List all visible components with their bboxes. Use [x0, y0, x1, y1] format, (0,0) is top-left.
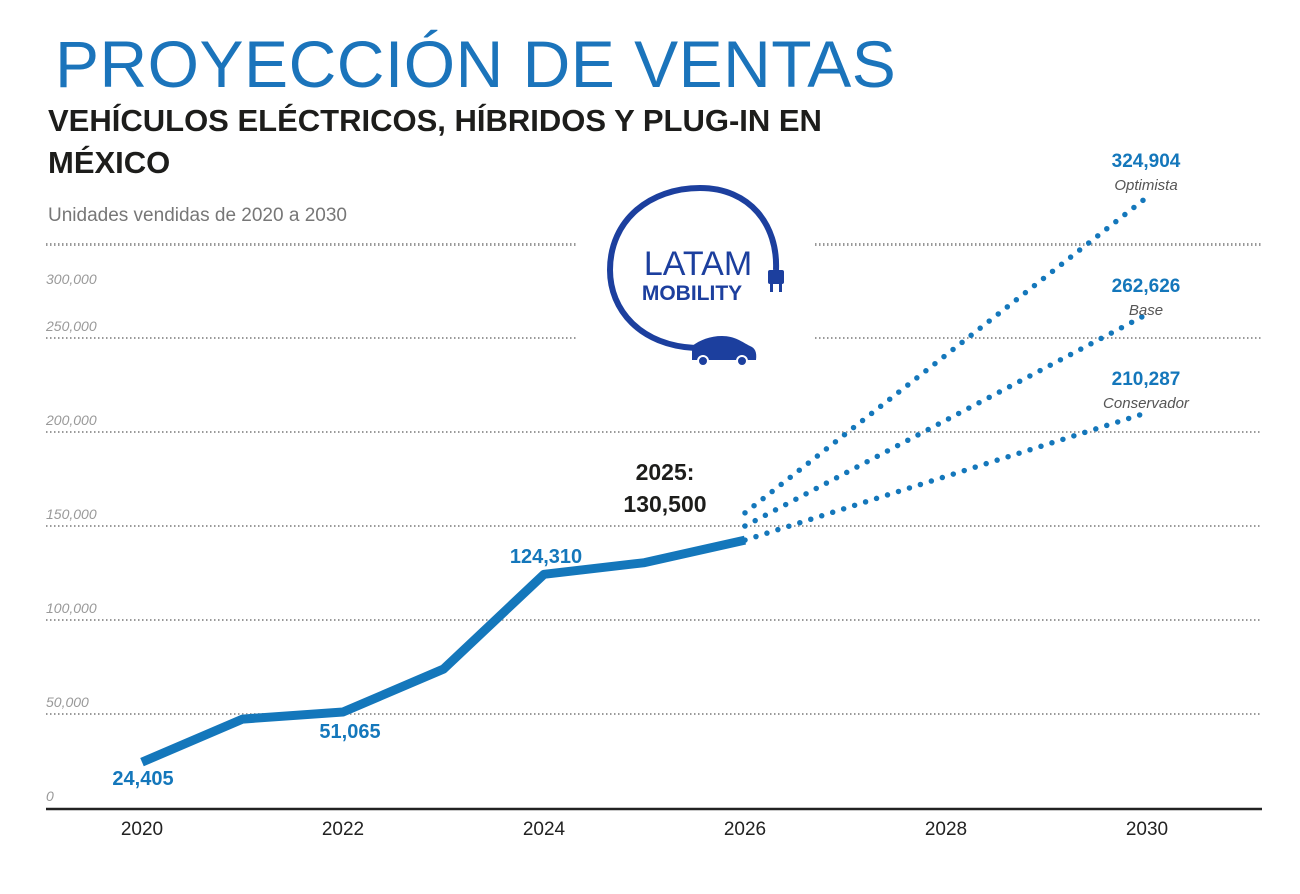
projection-name-label: Conservador — [1103, 395, 1190, 412]
x-tick-label: 2028 — [925, 819, 967, 840]
projection-line-base — [742, 311, 1150, 529]
logo-line1: LATAM — [644, 245, 752, 283]
annotation-2025-year: 2025: — [636, 459, 695, 485]
x-tick-label: 2020 — [121, 819, 163, 840]
units-note: Unidades vendidas de 2020 a 2030 — [48, 205, 347, 226]
projection-value-label: 210,287 — [1112, 369, 1181, 390]
data-label: 51,065 — [319, 721, 380, 743]
logo-line2: MOBILITY — [642, 282, 742, 305]
y-tick-label: 150,000 — [46, 506, 97, 522]
y-tick-label: 200,000 — [45, 412, 97, 428]
y-tick-label: 300,000 — [46, 271, 97, 287]
latam-mobility-logo: LATAM MOBILITY — [606, 184, 784, 367]
projection-name-label: Optimista — [1114, 177, 1177, 194]
historic-sales-line — [140, 535, 746, 767]
data-label: 124,310 — [510, 546, 582, 568]
x-tick-label: 2030 — [1126, 819, 1168, 840]
y-tick-label: 250,000 — [45, 318, 97, 334]
projection-line-optimista — [742, 194, 1150, 516]
x-tick-label: 2022 — [322, 819, 364, 840]
logo-cable — [606, 184, 780, 351]
data-label: 24,405 — [112, 768, 173, 790]
y-tick-label: 50,000 — [46, 694, 89, 710]
plug-icon — [768, 270, 784, 284]
projection-value-label: 262,626 — [1112, 276, 1181, 297]
y-tick-label: 100,000 — [46, 600, 97, 616]
chart-subtitle: VEHÍCULOS ELÉCTRICOS, HÍBRIDOS Y PLUG-IN… — [48, 103, 822, 180]
projection-value-label: 324,904 — [1112, 151, 1181, 172]
x-tick-label: 2024 — [523, 819, 566, 840]
projection-name-label: Base — [1129, 302, 1163, 319]
car-icon — [692, 336, 757, 360]
annotation-2025-value: 130,500 — [623, 491, 706, 517]
x-tick-label: 2026 — [724, 819, 766, 840]
page-title: PROYECCIÓN DE VENTAS — [55, 27, 897, 101]
y-tick-label: 0 — [46, 788, 54, 804]
projection-line-conservador — [742, 409, 1150, 543]
